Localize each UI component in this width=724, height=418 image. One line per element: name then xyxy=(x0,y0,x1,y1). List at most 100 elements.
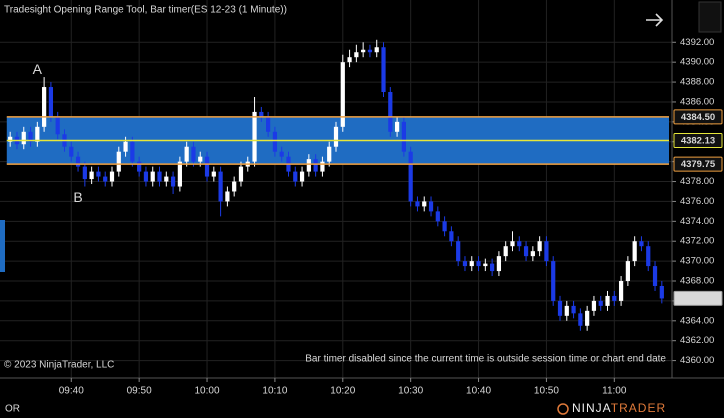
candle-body xyxy=(96,171,101,177)
x-tick-label: 10:10 xyxy=(262,386,287,397)
candle-body xyxy=(408,151,413,202)
candle-body xyxy=(143,171,149,182)
y-tick-label: 4374.00 xyxy=(680,216,714,227)
candle-body xyxy=(75,156,81,167)
candle-body xyxy=(544,241,549,262)
candle-body xyxy=(272,131,278,152)
brand-part: TRADER xyxy=(611,401,666,415)
candle-body xyxy=(428,201,434,212)
candle-body xyxy=(435,211,440,222)
candle-body xyxy=(571,305,576,314)
candle-body xyxy=(35,126,40,142)
x-tick-label: 11:00 xyxy=(602,386,627,397)
candle-body xyxy=(279,151,284,157)
candle-body xyxy=(252,111,257,162)
candle-body xyxy=(462,261,468,267)
candle-body xyxy=(591,300,597,311)
x-tick-label: 09:40 xyxy=(59,386,84,397)
y-tick-label: 4386.00 xyxy=(680,96,714,107)
candle-body xyxy=(422,201,427,207)
candle-body xyxy=(198,156,203,162)
candle-body xyxy=(157,171,162,182)
candle-body xyxy=(394,121,400,132)
candle-body xyxy=(103,176,108,182)
candle-body xyxy=(476,261,481,267)
candle-body xyxy=(327,146,332,162)
x-tick-label: 10:50 xyxy=(534,386,559,397)
candle-body xyxy=(618,281,624,301)
candle-body xyxy=(225,191,230,202)
candle-body xyxy=(320,161,325,172)
candle-body xyxy=(109,171,115,182)
candle-body xyxy=(585,310,590,326)
annotation: B xyxy=(73,189,82,205)
price-flag xyxy=(673,156,723,172)
x-tick-label: 10:00 xyxy=(195,386,220,397)
candle-body xyxy=(510,241,515,247)
copyright: © 2023 NinjaTrader, LLC xyxy=(4,360,114,371)
y-tick-label: 4368.00 xyxy=(680,276,714,287)
candle-body xyxy=(266,116,271,132)
candle-body xyxy=(28,131,33,142)
y-tick-label: 4390.00 xyxy=(680,57,714,68)
annotation: A xyxy=(33,61,43,77)
y-tick-label: 4362.00 xyxy=(680,335,714,346)
candle-body xyxy=(232,181,237,192)
candle-body xyxy=(374,47,379,53)
candle-body xyxy=(150,171,155,182)
candle-body xyxy=(625,261,630,282)
candle-body xyxy=(469,261,474,267)
candle-body xyxy=(503,246,508,257)
x-tick-label: 10:20 xyxy=(330,386,355,397)
price-flag-label: 4379.75 xyxy=(681,159,716,170)
arrow-icon[interactable] xyxy=(646,13,664,27)
y-tick-label: 4370.00 xyxy=(680,256,714,267)
candle-body xyxy=(116,151,121,172)
candle-body xyxy=(659,285,664,299)
side-tab[interactable] xyxy=(0,220,5,272)
y-tick-label: 4392.00 xyxy=(680,37,714,48)
candle-body xyxy=(456,241,461,262)
candle-body xyxy=(55,116,60,135)
candle-body xyxy=(388,92,393,132)
x-tick-label: 09:50 xyxy=(127,386,152,397)
candle-body xyxy=(211,171,216,177)
tab-label[interactable]: OR xyxy=(5,404,20,415)
candle-body xyxy=(89,171,94,180)
price-flag xyxy=(673,290,723,306)
candle-body xyxy=(48,87,54,117)
candle-body xyxy=(8,136,13,142)
candle-body xyxy=(361,49,366,53)
candle-body xyxy=(238,166,244,182)
x-tick-label: 10:40 xyxy=(466,386,491,397)
candle-body xyxy=(347,57,352,63)
candle-body xyxy=(381,47,386,93)
candle-body xyxy=(313,159,318,172)
x-tick-label: 10:30 xyxy=(398,386,423,397)
candle-body xyxy=(401,121,406,152)
brand: NINJATRADER xyxy=(572,401,666,415)
brand-part: NINJA xyxy=(572,401,611,415)
y-tick-label: 4372.00 xyxy=(680,236,714,247)
price-flag xyxy=(673,132,723,148)
candle-body xyxy=(551,261,556,301)
candle-body xyxy=(333,126,339,147)
y-tick-label: 4388.00 xyxy=(680,77,714,88)
candle-body xyxy=(204,156,210,177)
candle-body xyxy=(177,161,182,187)
candle-body xyxy=(293,171,298,182)
candle-body xyxy=(340,62,345,127)
candle-body xyxy=(299,171,305,182)
candle-body xyxy=(605,295,610,306)
candle-body xyxy=(598,300,603,306)
candle-body xyxy=(639,241,644,247)
panel-button[interactable] xyxy=(698,1,722,33)
y-tick-label: 4376.00 xyxy=(680,196,714,207)
candle-body xyxy=(530,251,535,257)
candle-body xyxy=(42,87,47,127)
candle-body xyxy=(557,300,563,316)
candle-body xyxy=(415,201,420,207)
chart-title: Tradesight Opening Range Tool, Bar timer… xyxy=(4,5,287,16)
candle-body xyxy=(612,295,617,301)
